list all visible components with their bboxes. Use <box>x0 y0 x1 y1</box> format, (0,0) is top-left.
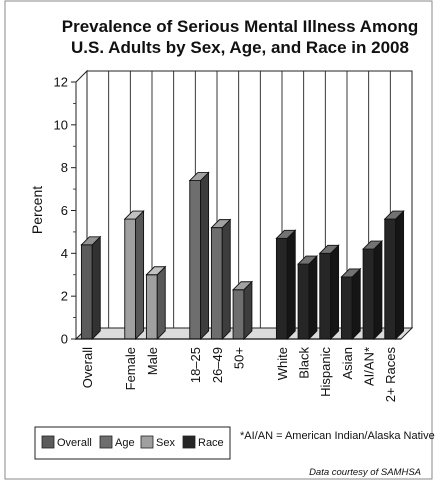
category-label: Female <box>123 347 138 390</box>
bar-18-25 <box>189 180 202 340</box>
bar-side <box>286 229 296 341</box>
bar-top <box>231 281 254 291</box>
bar-side <box>221 218 231 341</box>
legend: Overall Age Sex Race <box>34 426 231 460</box>
footnote: *AI/AN = American Indian/Alaska Native <box>240 430 435 442</box>
bar-side <box>200 171 210 341</box>
y-axis-label: Percent <box>29 186 45 234</box>
category-label: Overall <box>80 347 95 388</box>
bar-side <box>373 239 383 341</box>
bar-asian <box>340 276 353 340</box>
legend-label-sex: Sex <box>156 437 175 449</box>
bar-50- <box>232 289 245 340</box>
legend-swatch-overall <box>41 435 55 449</box>
legend-label-age: Age <box>115 437 135 449</box>
bar-top <box>123 210 145 220</box>
legend-swatch-sex <box>140 435 154 449</box>
bar-2-races <box>384 218 397 340</box>
bar-top <box>145 266 167 276</box>
y-tick-label: 4 <box>61 246 68 261</box>
category-label: White <box>275 347 290 380</box>
bar-top <box>275 229 297 239</box>
bar-top <box>383 210 405 220</box>
bar-side <box>156 265 166 341</box>
bar-side <box>91 235 101 341</box>
legend-box <box>34 426 231 460</box>
bar-side <box>308 254 318 341</box>
category-label: Hispanic <box>318 347 333 397</box>
legend-swatch-age <box>99 435 113 449</box>
bar-white <box>275 237 288 340</box>
bar-side <box>135 209 145 341</box>
chart-title-line-1: Prevalence of Serious Mental Illness Amo… <box>62 17 418 36</box>
bar-female <box>124 218 137 340</box>
legend-label-overall: Overall <box>57 437 92 449</box>
category-label: Black <box>297 347 312 379</box>
category-label: AI/AN* <box>362 347 377 386</box>
y-tick-label: 10 <box>54 117 68 132</box>
bar-side <box>243 280 253 341</box>
bar-side <box>351 267 361 341</box>
category-label: 18–25 <box>188 347 203 383</box>
chart-title-line-2: U.S. Adults by Sex, Age, and Race in 200… <box>71 38 409 57</box>
bar-top <box>318 244 340 254</box>
bar-top <box>188 172 210 181</box>
bar-ai-an- <box>362 248 375 340</box>
y-tick-label: 8 <box>61 160 68 175</box>
category-label: 50+ <box>232 347 247 369</box>
legend-label-race: Race <box>198 437 224 449</box>
bar-male <box>145 274 158 340</box>
bar-side <box>330 244 340 341</box>
bar-side <box>395 209 405 341</box>
category-label: 2+ Races <box>383 347 398 403</box>
bar-black <box>297 263 310 340</box>
y-tick-label: 12 <box>54 75 68 90</box>
y-tick-label: 0 <box>61 332 68 347</box>
y-tick-label: 2 <box>61 289 68 304</box>
bar-top <box>210 219 232 229</box>
legend-swatch-race <box>182 435 196 449</box>
category-label: 26–49 <box>210 347 225 383</box>
bar-26-49 <box>210 227 223 340</box>
bar-top <box>296 255 319 265</box>
category-label: Asian <box>340 347 355 380</box>
y-tick-label: 6 <box>61 203 68 218</box>
data-credit: Data courtesy of SAMHSA <box>309 467 421 478</box>
bar-overall <box>80 244 93 340</box>
category-label: Male <box>145 347 160 375</box>
bar-top <box>361 240 384 250</box>
bar-top <box>80 236 102 246</box>
bar-hispanic <box>319 252 332 340</box>
plot-area: 0 2 4 6 8 10 12 Overall Female Male 18–25 26–49 50+ W… <box>54 69 414 403</box>
bar-top <box>340 268 362 278</box>
